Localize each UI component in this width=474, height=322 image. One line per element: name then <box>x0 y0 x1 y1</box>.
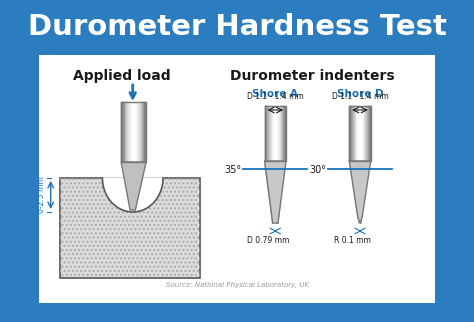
Polygon shape <box>102 178 163 212</box>
Text: Shore A: Shore A <box>252 89 298 99</box>
Bar <box>39 55 435 303</box>
Bar <box>349 106 371 161</box>
Text: D 0.79 mm: D 0.79 mm <box>247 235 290 244</box>
Bar <box>264 106 286 161</box>
Text: D 1.1 - 1.4 mm: D 1.1 - 1.4 mm <box>332 92 388 101</box>
Bar <box>121 102 146 162</box>
Text: 30°: 30° <box>309 165 326 175</box>
Text: 35°: 35° <box>224 165 241 175</box>
Bar <box>60 178 201 278</box>
Polygon shape <box>121 162 146 210</box>
Polygon shape <box>264 161 286 223</box>
Bar <box>60 178 201 278</box>
Text: D 1.1 - 1.4 mm: D 1.1 - 1.4 mm <box>247 92 304 101</box>
Text: 0-2.5 mm: 0-2.5 mm <box>37 177 46 213</box>
Text: Durometer indenters: Durometer indenters <box>230 69 395 83</box>
Text: R 0.1 mm: R 0.1 mm <box>335 235 371 244</box>
Polygon shape <box>349 161 371 223</box>
Text: Applied load: Applied load <box>73 69 171 83</box>
Text: Durometer Hardness Test: Durometer Hardness Test <box>27 13 447 41</box>
Text: Source: National Physical Laboratory, UK: Source: National Physical Laboratory, UK <box>165 282 309 288</box>
Text: Shore D: Shore D <box>337 89 383 99</box>
